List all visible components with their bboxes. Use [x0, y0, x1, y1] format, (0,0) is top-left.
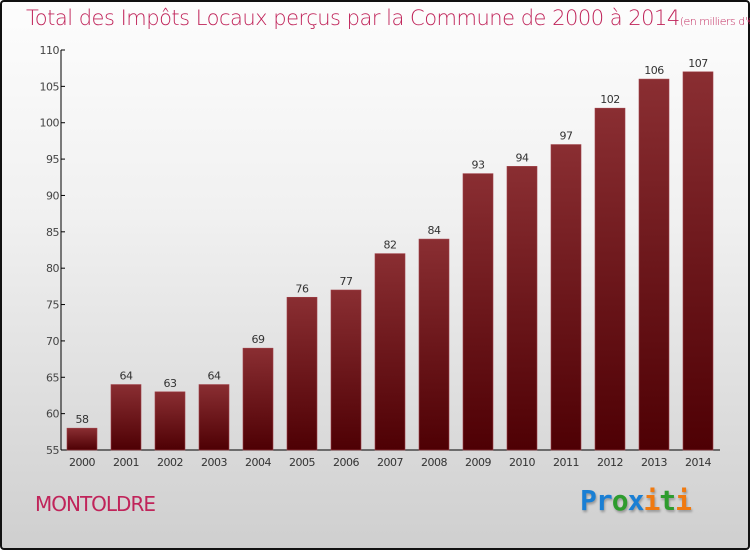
- y-tick-label: 65: [46, 371, 59, 384]
- data-label: 82: [384, 239, 397, 252]
- data-label: 102: [600, 93, 620, 106]
- y-tick-label: 85: [46, 226, 59, 239]
- bar: [198, 384, 230, 451]
- x-tick-label: 2006: [333, 456, 359, 469]
- x-tick-label: 2007: [377, 456, 403, 469]
- x-tick-label: 2002: [157, 456, 183, 469]
- x-tick-label: 2005: [289, 456, 315, 469]
- data-label: 58: [76, 413, 89, 426]
- data-label: 77: [340, 275, 353, 288]
- y-tick-label: 110: [40, 44, 60, 57]
- subtitle-text: (en milliers d'€): [679, 15, 750, 28]
- y-tick-label: 55: [46, 444, 59, 457]
- y-tick-label: 90: [46, 189, 59, 202]
- bar: [242, 347, 274, 451]
- x-tick-label: 2011: [553, 456, 579, 469]
- x-tick-label: 2000: [69, 456, 95, 469]
- logo-letter: r: [595, 484, 613, 517]
- x-tick-label: 2010: [509, 456, 535, 469]
- logo-letter: i: [643, 484, 660, 517]
- bar: [594, 107, 626, 451]
- bar: [66, 427, 98, 451]
- bar: [506, 166, 538, 451]
- y-tick-label: 95: [46, 153, 59, 166]
- bar: [374, 253, 406, 451]
- bar: [682, 71, 714, 451]
- data-label: 93: [472, 159, 485, 172]
- y-tick-label: 70: [46, 335, 59, 348]
- x-tick-label: 2012: [597, 456, 623, 469]
- bar: [110, 384, 142, 451]
- data-label: 107: [688, 57, 708, 70]
- data-label: 106: [644, 64, 664, 77]
- data-label: 64: [208, 370, 221, 383]
- x-tick-label: 2004: [245, 456, 271, 469]
- chart-title: Total des Impôts Locaux perçus par la Co…: [26, 6, 750, 30]
- logo-letter: i: [675, 484, 692, 517]
- data-label: 84: [428, 224, 441, 237]
- x-tick-label: 2003: [201, 456, 227, 469]
- bar: [638, 78, 670, 451]
- x-tick-label: 2001: [113, 456, 139, 469]
- y-tick-label: 105: [40, 80, 60, 93]
- bar: [330, 289, 362, 451]
- bar: [462, 173, 494, 451]
- data-label: 63: [164, 377, 177, 390]
- commune-name: MONTOLDRE: [35, 492, 156, 516]
- bar: [286, 296, 318, 451]
- y-tick-label: 75: [46, 299, 59, 312]
- bar: [418, 238, 450, 451]
- y-tick-label: 60: [46, 408, 59, 421]
- x-tick-label: 2009: [465, 456, 491, 469]
- x-tick-label: 2013: [641, 456, 667, 469]
- logo-letter: x: [627, 484, 645, 517]
- proxiti-logo: Proxiti: [580, 484, 692, 517]
- data-label: 64: [120, 370, 133, 383]
- logo-letter: t: [659, 484, 676, 517]
- y-tick-label: 80: [46, 262, 59, 275]
- data-label: 94: [516, 151, 529, 164]
- logo-letter: o: [611, 484, 629, 517]
- data-label: 69: [252, 333, 265, 346]
- x-tick-label: 2014: [685, 456, 711, 469]
- bar: [154, 391, 186, 451]
- title-text: Total des Impôts Locaux perçus par la Co…: [26, 6, 680, 30]
- x-tick-label: 2008: [421, 456, 447, 469]
- logo-letter: P: [580, 484, 597, 517]
- data-label: 97: [560, 130, 573, 143]
- y-tick-label: 100: [40, 117, 60, 130]
- bar: [550, 144, 582, 451]
- data-label: 76: [296, 282, 309, 295]
